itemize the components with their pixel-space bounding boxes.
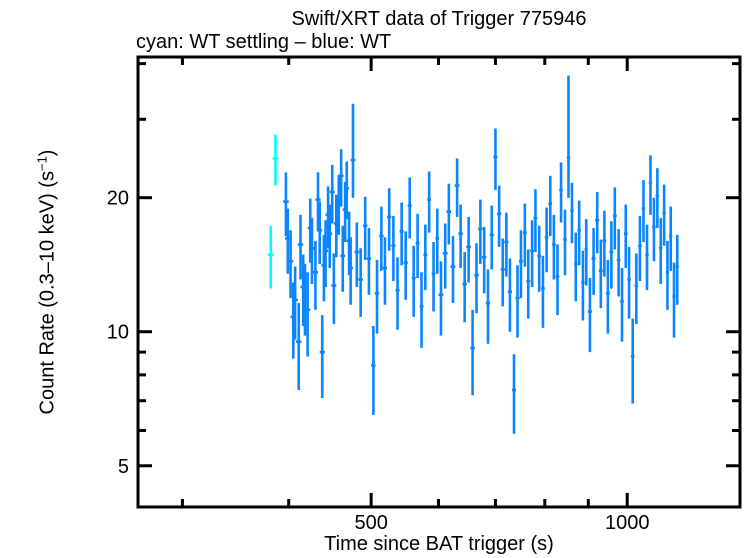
plot-frame bbox=[136, 55, 742, 509]
x-tick-label: 500 bbox=[354, 512, 387, 534]
y-tick-label: 5 bbox=[118, 456, 129, 478]
y-axis-label-text: Count Rate (0.3–10 keV) (s bbox=[36, 171, 59, 415]
y-axis-label-superscript: −1 bbox=[34, 156, 50, 172]
chart-subtitle-legend: cyan: WT settling – blue: WT bbox=[136, 31, 392, 53]
y-tick-label: 10 bbox=[107, 322, 129, 344]
y-axis-label: Count Rate (0.3–10 keV) (s−1) bbox=[35, 150, 60, 415]
x-tick-label: 1000 bbox=[605, 512, 650, 534]
y-tick-label: 20 bbox=[107, 188, 129, 210]
y-axis-label-text-close: ) bbox=[36, 149, 59, 157]
x-axis-label: Time since BAT trigger (s) bbox=[324, 533, 554, 555]
chart-title: Swift/XRT data of Trigger 775946 bbox=[291, 8, 587, 30]
